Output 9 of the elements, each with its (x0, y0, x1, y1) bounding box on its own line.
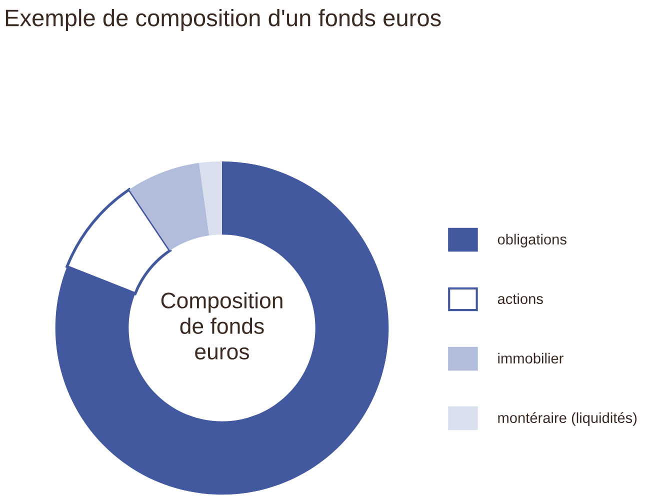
legend-label: montéraire (liquidités) (498, 412, 637, 426)
chart-title: Exemple de composition d'un fonds euros (6, 8, 441, 32)
legend-label: obligations (498, 234, 566, 248)
text: Composition de fonds euros (161, 292, 282, 360)
legend-label: actions (498, 293, 543, 304)
donut-slice (199, 161, 222, 236)
donut-slice (55, 161, 389, 495)
donut-slice (129, 162, 210, 250)
legend-label: immobilier (498, 352, 564, 364)
